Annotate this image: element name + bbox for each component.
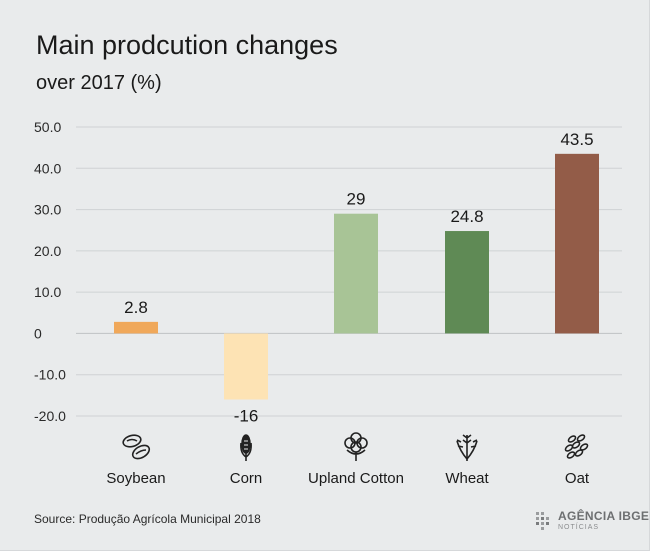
logo-subtext: NOTÍCIAS bbox=[558, 524, 600, 531]
bar bbox=[224, 333, 268, 400]
bar bbox=[114, 321, 158, 334]
logo-text: AGÊNCIA IBGE bbox=[558, 509, 650, 523]
y-tick-label: 30.0 bbox=[34, 202, 61, 218]
oat-icon bbox=[564, 434, 589, 459]
corn-icon bbox=[240, 434, 252, 461]
agencia-ibge-logo: AGÊNCIA IBGE NOTÍCIAS bbox=[534, 507, 649, 537]
data-label: -16 bbox=[234, 406, 259, 425]
soybean-icon bbox=[122, 434, 151, 460]
bar bbox=[555, 153, 599, 334]
category-label: Wheat bbox=[445, 470, 489, 487]
chart-title: Main prodcution changes bbox=[36, 30, 338, 60]
chart-subtitle: over 2017 (%) bbox=[36, 72, 162, 94]
wheat-icon bbox=[456, 434, 478, 461]
category-label: Corn bbox=[230, 470, 263, 487]
data-label: 29 bbox=[347, 190, 366, 209]
data-label: 2.8 bbox=[124, 298, 148, 317]
y-tick-label: 50.0 bbox=[34, 119, 61, 135]
bar bbox=[445, 231, 489, 334]
y-tick-label: -10.0 bbox=[34, 367, 66, 383]
y-tick-label: -20.0 bbox=[34, 408, 66, 424]
cotton-icon bbox=[344, 432, 368, 461]
category-label: Oat bbox=[565, 470, 590, 487]
y-tick-label: 0 bbox=[34, 325, 42, 341]
source-note: Source: Produção Agrícola Municipal 2018 bbox=[34, 512, 261, 526]
ibge-logo-icon bbox=[536, 512, 549, 530]
category-label: Soybean bbox=[106, 470, 165, 487]
bar bbox=[334, 213, 378, 334]
category-label: Upland Cotton bbox=[308, 470, 404, 487]
y-tick-label: 40.0 bbox=[34, 160, 61, 176]
y-tick-label: 10.0 bbox=[34, 284, 61, 300]
data-label: 43.5 bbox=[560, 130, 593, 149]
data-label: 24.8 bbox=[450, 207, 483, 226]
y-tick-label: 20.0 bbox=[34, 243, 61, 259]
